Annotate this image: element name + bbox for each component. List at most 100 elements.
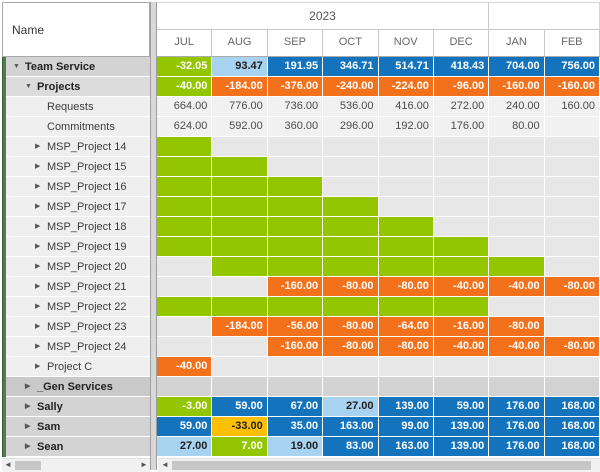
grid-cell-msp-project-23-jul [157, 317, 212, 336]
grid-cell-commitments-oct: 296.00 [323, 117, 378, 136]
grid-cell-project-c-jul: -40.00 [157, 357, 212, 376]
grid-cell-sean-feb: 168.00 [544, 437, 599, 456]
tree-horizontal-scrollbar[interactable]: ◄ ► [2, 458, 150, 472]
grid-cell-requests-dec: 272.00 [433, 97, 489, 116]
grid-row-msp-project-15 [157, 157, 600, 176]
expand-arrow-icon[interactable]: ▶ [35, 203, 41, 210]
month-header-feb: FEB [545, 30, 600, 56]
expand-arrow-icon[interactable]: ▶ [35, 283, 41, 290]
expand-arrow-icon[interactable]: ▶ [25, 423, 31, 430]
tree-row-msp-project-18[interactable]: ▶ MSP_Project 18 [6, 217, 150, 236]
grid-cell-team-service-dec: 418.43 [433, 57, 489, 76]
expand-arrow-icon[interactable]: ▶ [25, 383, 31, 390]
grid-cell-msp-project-23-sep: -56.00 [267, 317, 323, 336]
grid-scrollbar-thumb[interactable] [172, 461, 591, 470]
tree-row-msp-project-19[interactable]: ▶ MSP_Project 19 [6, 237, 150, 256]
grid-cell-commitments-jan: 80.00 [489, 117, 544, 136]
grid-row-sean: 27.00 7.00 19.00 83.00 163.00 139.00 176.00 168… [157, 437, 600, 456]
tree-row-msp-project-20[interactable]: ▶ MSP_Project 20 [6, 257, 150, 276]
tree-row-commitments[interactable]: Commitments [6, 117, 150, 136]
grid-cell-msp-project-19-feb [544, 237, 599, 256]
tree-row-sam[interactable]: ▶ Sam [6, 417, 150, 436]
grid-cell-team-service-feb: 756.00 [544, 57, 599, 76]
collapse-arrow-icon[interactable]: ▼ [25, 83, 32, 90]
grid-cell-sean-jan: 176.00 [489, 437, 544, 456]
tree-scrollbar-thumb[interactable] [15, 461, 41, 470]
name-column-header: Name [2, 2, 150, 57]
grid-cell-msp-project-18-jul [157, 217, 212, 236]
collapse-arrow-icon[interactable]: ▼ [13, 63, 20, 70]
tree-row-team-service[interactable]: ▼ Team Service [6, 57, 150, 76]
grid-cell-msp-project-15-aug [212, 157, 267, 176]
tree-row-msp-project-24[interactable]: ▶ MSP_Project 24 [6, 337, 150, 356]
grid-cell-msp-project-22-sep [267, 297, 323, 316]
tree-row-msp-project-21[interactable]: ▶ MSP_Project 21 [6, 277, 150, 296]
expand-arrow-icon[interactable]: ▶ [25, 403, 31, 410]
grid-cell-msp-project-15-oct [323, 157, 378, 176]
expand-arrow-icon[interactable]: ▶ [35, 223, 41, 230]
grid-cell-projects-dec: -96.00 [433, 77, 489, 96]
expand-arrow-icon[interactable]: ▶ [35, 343, 41, 350]
tree-row-label: MSP_Project 19 [47, 240, 127, 253]
grid-cell-team-service-nov: 514.71 [378, 57, 433, 76]
tree-row-sally[interactable]: ▶ Sally [6, 397, 150, 416]
grid-cell-gen-services-sep [267, 377, 323, 396]
grid-cell-msp-project-19-sep [267, 237, 323, 256]
expand-arrow-icon[interactable]: ▶ [35, 303, 41, 310]
expand-arrow-icon[interactable]: ▶ [35, 243, 41, 250]
grid-cell-sally-nov: 139.00 [378, 397, 433, 416]
grid-cell-msp-project-18-nov [378, 217, 433, 236]
tree-row-label: Requests [47, 100, 94, 113]
expand-arrow-icon[interactable]: ▶ [35, 183, 41, 190]
grid-cell-msp-project-21-jan: -40.00 [489, 277, 544, 296]
grid-cell-msp-project-18-oct [323, 217, 378, 236]
grid-row-commitments: 624.00 592.00 360.00 296.00 192.00 176.00 80.0… [157, 117, 600, 136]
grid-cell-msp-project-14-aug [212, 137, 267, 156]
month-header-oct: OCT [323, 30, 379, 56]
grid-cell-gen-services-jan [489, 377, 544, 396]
grid-cell-commitments-jul: 624.00 [157, 117, 212, 136]
tree-row-msp-project-15[interactable]: ▶ MSP_Project 15 [6, 157, 150, 176]
tree-row-gen-services[interactable]: ▶ _Gen Services [6, 377, 150, 396]
year-label: 2023 [157, 3, 489, 29]
tree-row-msp-project-14[interactable]: ▶ MSP_Project 14 [6, 137, 150, 156]
grid-cell-msp-project-20-dec [433, 257, 489, 276]
grid-cell-msp-project-17-oct [323, 197, 378, 216]
tree-row-label: Sam [37, 420, 61, 433]
tree-row-label: Team Service [25, 60, 96, 73]
grid-cell-msp-project-16-jan [489, 177, 544, 196]
tree-row-requests[interactable]: Requests [6, 97, 150, 116]
tree-row-msp-project-22[interactable]: ▶ MSP_Project 22 [6, 297, 150, 316]
expand-arrow-icon[interactable]: ▶ [25, 443, 31, 450]
grid-cell-gen-services-feb [544, 377, 599, 396]
tree-row-project-c[interactable]: ▶ Project C [6, 357, 150, 376]
grid-cell-sam-sep: 35.00 [267, 417, 323, 436]
grid-cell-msp-project-15-dec [433, 157, 489, 176]
grid-cell-projects-jul: -40.00 [157, 77, 212, 96]
grid-cell-msp-project-18-sep [267, 217, 323, 236]
grid-cell-sean-aug: 7.00 [212, 437, 267, 456]
grid-cell-sean-jul: 27.00 [157, 437, 212, 456]
panel-splitter[interactable] [150, 2, 157, 470]
scroll-right-icon[interactable]: ► [140, 460, 148, 469]
scroll-left-icon[interactable]: ◄ [161, 460, 169, 469]
expand-arrow-icon[interactable]: ▶ [35, 263, 41, 270]
grid-cell-team-service-sep: 191.95 [267, 57, 323, 76]
expand-arrow-icon[interactable]: ▶ [35, 143, 41, 150]
tree-row-msp-project-17[interactable]: ▶ MSP_Project 17 [6, 197, 150, 216]
grid-horizontal-scrollbar[interactable]: ◄ [158, 458, 600, 472]
grid-cell-msp-project-20-nov [378, 257, 433, 276]
tree-row-sean[interactable]: ▶ Sean [6, 437, 150, 456]
expand-arrow-icon[interactable]: ▶ [35, 163, 41, 170]
grid-cell-msp-project-19-jul [157, 237, 212, 256]
tree-row-label: Sean [37, 440, 64, 453]
grid-cell-project-c-nov [378, 357, 433, 376]
grid-cell-msp-project-14-oct [323, 137, 378, 156]
grid-cell-msp-project-17-jan [489, 197, 544, 216]
tree-row-msp-project-16[interactable]: ▶ MSP_Project 16 [6, 177, 150, 196]
expand-arrow-icon[interactable]: ▶ [35, 363, 41, 370]
tree-row-msp-project-23[interactable]: ▶ MSP_Project 23 [6, 317, 150, 336]
tree-row-projects[interactable]: ▼ Projects [6, 77, 150, 96]
expand-arrow-icon[interactable]: ▶ [35, 323, 41, 330]
scroll-left-icon[interactable]: ◄ [4, 460, 12, 469]
